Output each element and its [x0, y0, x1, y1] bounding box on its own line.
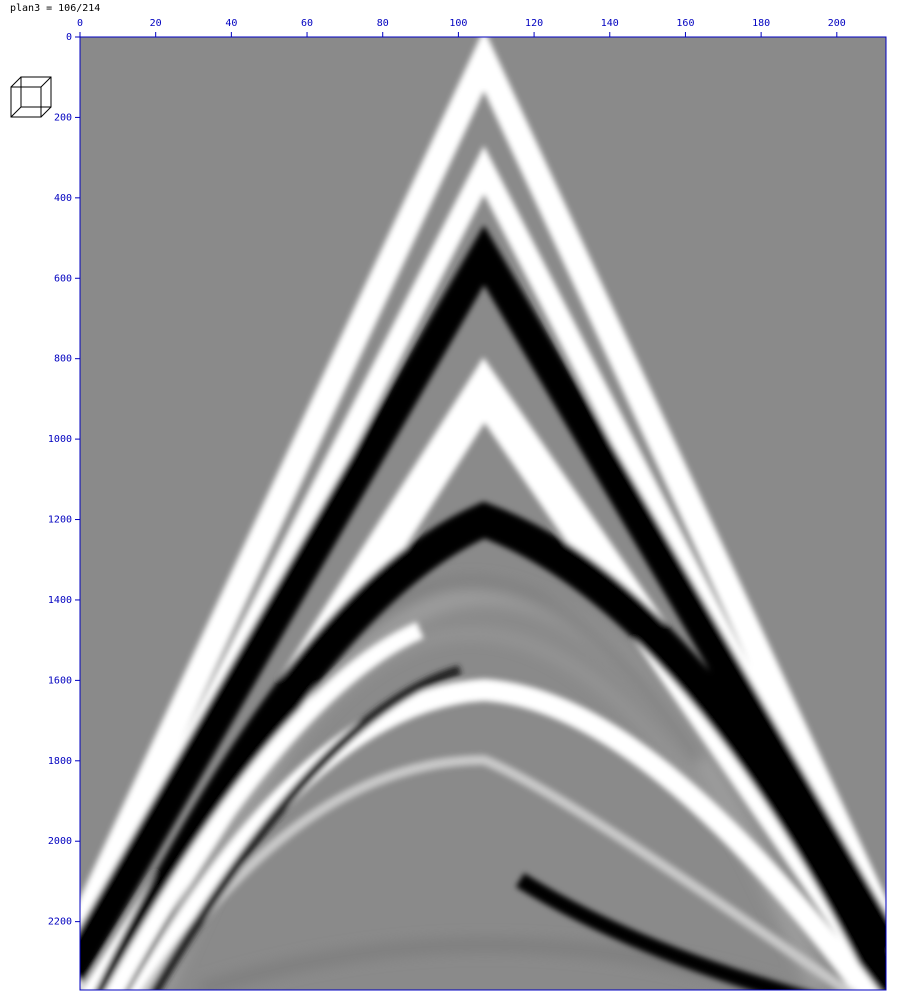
y-tick-label: 600 [54, 273, 72, 284]
x-tick-label: 0 [77, 18, 83, 29]
y-tick-label: 2000 [48, 836, 72, 847]
x-tick-label: 40 [225, 18, 237, 29]
y-tick-label: 2200 [48, 917, 72, 928]
y-tick-label: 1800 [48, 756, 72, 767]
y-tick-label: 1600 [48, 675, 72, 686]
x-tick-label: 120 [525, 18, 543, 29]
x-tick-label: 20 [150, 18, 162, 29]
y-tick-label: 1400 [48, 595, 72, 606]
x-tick-label: 160 [676, 18, 694, 29]
plane-label: plan3 = 106/214 [10, 3, 100, 14]
x-tick-label: 60 [301, 18, 313, 29]
cube-icon [10, 76, 52, 118]
y-tick-label: 200 [54, 112, 72, 123]
seismic-image [80, 37, 886, 990]
plot-frame [79, 36, 887, 991]
x-tick-label: 200 [828, 18, 846, 29]
y-tick-label: 0 [66, 32, 72, 43]
x-tick-label: 80 [377, 18, 389, 29]
y-tick-label: 1200 [48, 515, 72, 526]
x-tick-label: 180 [752, 18, 770, 29]
x-tick-label: 100 [449, 18, 467, 29]
y-tick-label: 400 [54, 193, 72, 204]
y-tick-label: 800 [54, 354, 72, 365]
y-tick-label: 1000 [48, 434, 72, 445]
x-tick-label: 140 [601, 18, 619, 29]
